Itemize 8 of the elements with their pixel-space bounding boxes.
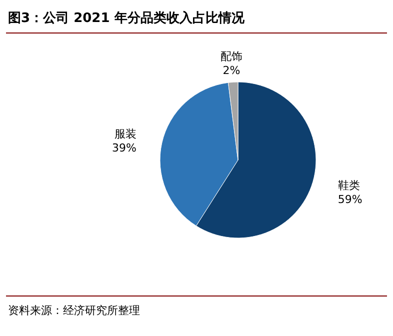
slice-label: 配饰: [220, 50, 242, 63]
data-label: 59%: [338, 193, 362, 206]
slice-label: 鞋类: [338, 179, 360, 192]
slice-label: 服装: [114, 127, 136, 140]
annotation: 资料来源：经济研究所整理: [8, 304, 140, 317]
data-label: 39%: [112, 141, 136, 154]
data-label: 2%: [222, 64, 240, 77]
title: 图3：公司 2021 年分品类收入占比情况: [8, 11, 244, 26]
